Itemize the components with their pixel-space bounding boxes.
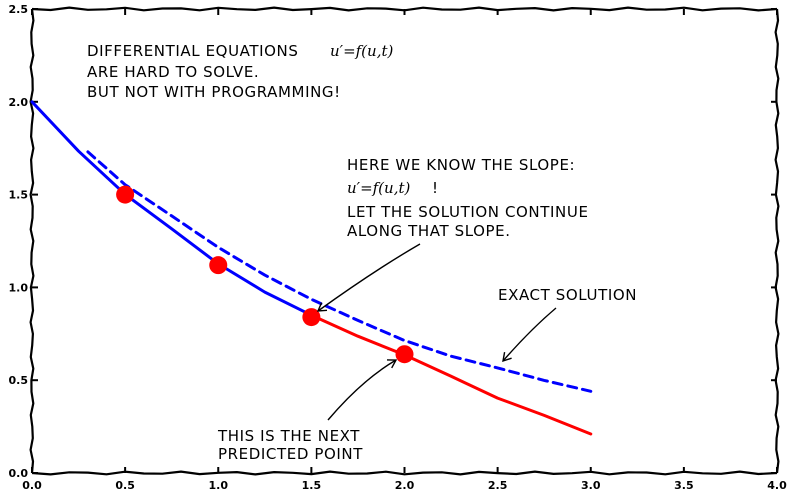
x-tick-label: 2.0 xyxy=(395,479,415,492)
x-tick-label: 0.5 xyxy=(115,479,135,492)
annotation-slope: HERE WE KNOW THE SLOPE: u′=f(u,t) ! LET … xyxy=(347,156,589,240)
x-tick-label: 2.5 xyxy=(488,479,508,492)
y-tick-label: 2.0 xyxy=(9,96,29,109)
ticks: 0.0 0.5 1.0 1.5 2.0 2.5 3.0 3.5 4.0 0.0 0.5 1.0 1.5 2… xyxy=(9,3,788,492)
y-tick-label: 0.0 xyxy=(9,467,29,480)
data-point xyxy=(395,345,414,364)
title-line-3: BUT NOT WITH PROGRAMMING! xyxy=(87,83,341,101)
title-line-2: ARE HARD TO SOLVE. xyxy=(87,63,259,81)
x-tick-label: 3.5 xyxy=(674,479,694,492)
predict-line-1: THIS IS THE NEXT xyxy=(217,427,360,445)
series-line-2 xyxy=(86,150,593,393)
x-tick-label: 1.0 xyxy=(209,479,229,492)
title-math: u′=f(u,t) xyxy=(330,42,393,60)
annotation-arrows xyxy=(316,243,557,421)
points-layer xyxy=(116,185,414,364)
predict-arrow-head xyxy=(386,359,398,369)
slope-line-3: LET THE SOLUTION CONTINUE xyxy=(347,203,589,221)
predict-line-2: PREDICTED POINT xyxy=(218,445,363,463)
axis-left xyxy=(29,8,35,474)
exact-solution-label: EXACT SOLUTION xyxy=(498,286,637,304)
slope-math-suffix: ! xyxy=(432,179,439,197)
slope-arrow xyxy=(317,243,421,312)
title-line-1: DIFFERENTIAL EQUATIONS xyxy=(87,42,299,60)
y-tick-label: 1.0 xyxy=(9,281,29,294)
x-tick-label: 3.0 xyxy=(581,479,601,492)
exact-arrow-head xyxy=(502,351,512,363)
series-line-1 xyxy=(309,313,593,436)
x-tick-label: 4.0 xyxy=(767,479,787,492)
predict-arrow xyxy=(327,359,397,421)
y-tick-label: 2.5 xyxy=(9,3,29,16)
series-line-0 xyxy=(30,100,313,317)
x-tick-label: 0.0 xyxy=(22,479,42,492)
data-point xyxy=(209,256,228,275)
slope-line-1: HERE WE KNOW THE SLOPE: xyxy=(347,156,575,174)
slope-line-4: ALONG THAT SLOPE. xyxy=(347,222,511,240)
annotation-predicted: THIS IS THE NEXT PREDICTED POINT xyxy=(217,427,363,463)
axis-bottom xyxy=(31,470,778,476)
y-tick-label: 0.5 xyxy=(9,374,29,387)
data-point xyxy=(302,308,321,327)
slope-arrow-head xyxy=(316,302,328,312)
x-tick-label: 1.5 xyxy=(302,479,322,492)
data-point xyxy=(116,185,135,204)
exact-arrow xyxy=(502,307,557,362)
y-tick-label: 1.5 xyxy=(9,189,29,202)
annotation-title: DIFFERENTIAL EQUATIONS u′=f(u,t) ARE HAR… xyxy=(87,42,393,101)
series-layer xyxy=(30,100,593,436)
slope-math: u′=f(u,t) xyxy=(347,179,410,197)
axis-right xyxy=(774,8,780,474)
